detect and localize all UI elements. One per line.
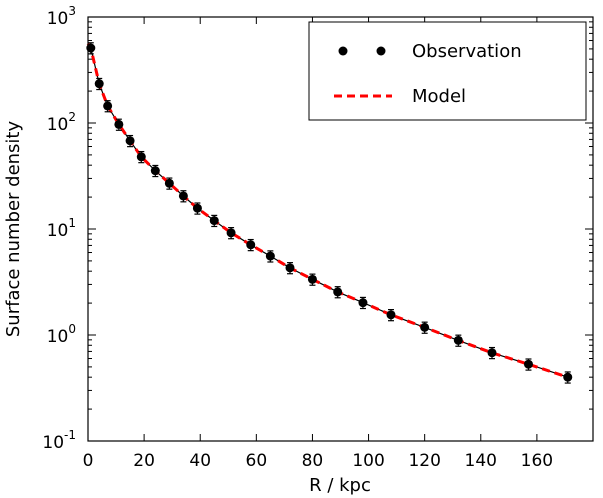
x-tick-label: 120 xyxy=(408,451,440,471)
y-tick-label: 10-1 xyxy=(42,428,76,453)
legend-observation-marker-2 xyxy=(376,46,386,56)
y-axis: 10-1 100 101 102 103 xyxy=(42,4,593,453)
observation-series xyxy=(86,42,573,384)
observation-point xyxy=(246,240,256,250)
x-tick-label: 60 xyxy=(246,451,268,471)
x-tick-label: 0 xyxy=(83,451,94,471)
x-tick-label: 80 xyxy=(302,451,324,471)
x-tick-label: 40 xyxy=(189,451,211,471)
y-tick-label: 100 xyxy=(47,322,76,347)
observation-point xyxy=(358,298,368,308)
legend-model-label: Model xyxy=(412,86,466,107)
observation-point xyxy=(178,191,188,201)
observation-point xyxy=(209,216,219,226)
x-tick-label: 20 xyxy=(133,451,155,471)
observation-point xyxy=(265,251,275,261)
observation-point xyxy=(420,322,430,332)
x-axis-label: R / kpc xyxy=(309,475,371,496)
x-tick-label: 160 xyxy=(521,451,553,471)
observation-point xyxy=(307,274,317,284)
legend-frame xyxy=(308,21,587,121)
observation-point xyxy=(103,101,113,111)
y-tick-label: 102 xyxy=(47,110,76,135)
observation-point xyxy=(563,372,573,382)
x-axis: 0 20 40 60 80 100 120 140 160 xyxy=(83,17,553,471)
observation-point xyxy=(226,228,236,238)
x-tick-label: 140 xyxy=(465,451,497,471)
observation-point xyxy=(136,152,146,162)
observation-point xyxy=(523,359,533,369)
observation-point xyxy=(125,136,135,146)
observation-point xyxy=(164,178,174,188)
x-tick-label: 100 xyxy=(352,451,384,471)
y-tick-label: 101 xyxy=(47,216,76,241)
y-tick-label: 103 xyxy=(47,4,76,29)
legend-observation-marker-1 xyxy=(338,46,348,56)
observation-point xyxy=(453,335,463,345)
observation-point xyxy=(150,166,160,176)
observation-point xyxy=(114,119,124,129)
observation-point xyxy=(285,263,295,273)
observation-point xyxy=(94,79,104,89)
legend: Observation Model xyxy=(308,21,587,121)
observation-point xyxy=(386,310,396,320)
legend-observation-label: Observation xyxy=(412,41,522,62)
y-axis-label: Surface number density xyxy=(3,121,24,338)
observation-point xyxy=(192,203,202,213)
observation-point xyxy=(487,348,497,358)
observation-point xyxy=(333,287,343,297)
